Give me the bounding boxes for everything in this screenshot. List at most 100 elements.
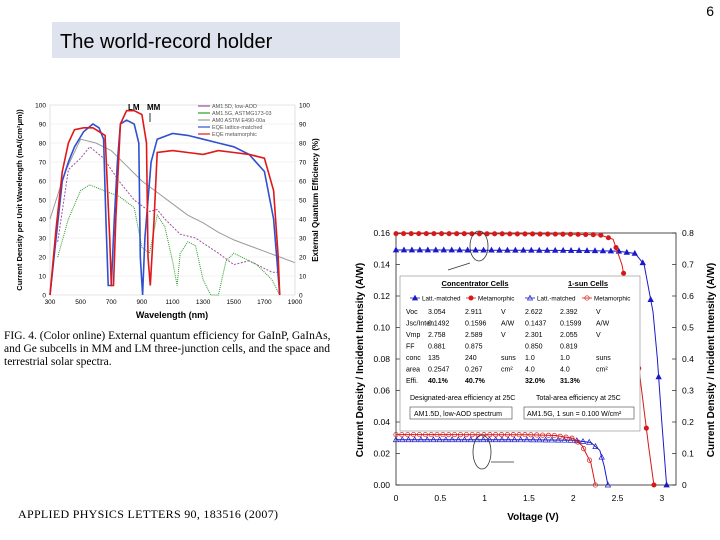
- iv-y-tick-right: 0.6: [682, 291, 694, 301]
- iv-table-cell: 2.911: [465, 309, 482, 316]
- iv-table-cell: 2.301: [525, 332, 543, 339]
- eqe-y-tick-left: 40: [39, 217, 47, 224]
- iv-marker: [432, 246, 439, 253]
- iv-x-tick: 3: [659, 493, 664, 503]
- eqe-y-tick-left: 30: [39, 236, 47, 243]
- eqe-series-4: [49, 109, 281, 296]
- iv-ellipse-lower: [472, 434, 492, 470]
- iv-marker: [448, 436, 456, 443]
- iv-marker: [452, 432, 458, 438]
- iv-marker: [416, 432, 423, 438]
- eqe-annotation-lm: LM: [128, 103, 140, 112]
- iv-table-spec-sun: AM1.5G, 1 sun = 0.100 W/cm²: [527, 411, 622, 418]
- iv-table-cell: area: [406, 367, 420, 374]
- iv-table-cell: cm²: [501, 367, 513, 374]
- eqe-y-tick-right: 0: [299, 293, 303, 300]
- iv-marker: [586, 438, 593, 445]
- iv-marker: [559, 246, 567, 253]
- iv-marker: [551, 432, 557, 439]
- iv-marker: [454, 231, 460, 237]
- iv-x-tick: 0.5: [434, 493, 446, 503]
- iv-marker: [512, 246, 519, 253]
- eqe-y-tick-right: 70: [299, 160, 307, 167]
- iv-table-cell: 0.1596: [465, 321, 487, 328]
- iv-marker: [583, 247, 591, 254]
- iv-table-cell: 2.589: [465, 332, 483, 339]
- iv-marker: [579, 437, 587, 444]
- iv-y-tick-right: 0.3: [682, 386, 694, 396]
- iv-marker: [583, 232, 589, 238]
- eqe-y-tick-left: 90: [39, 122, 47, 129]
- iv-table-cell: Voc: [406, 309, 418, 316]
- iv-marker: [581, 446, 587, 452]
- iv-marker: [631, 249, 638, 256]
- iv-marker: [436, 436, 443, 443]
- iv-marker: [456, 246, 463, 253]
- iv-table-cell: suns: [501, 355, 516, 362]
- eqe-x-tick: 900: [136, 299, 147, 306]
- iv-table-cell: conc: [406, 355, 421, 362]
- iv-y-tick-right: 0.8: [682, 228, 694, 238]
- iv-table-cell: 32.0%: [525, 378, 546, 385]
- eqe-y-tick-left: 0: [42, 293, 46, 300]
- eqe-y-tick-left: 50: [39, 198, 47, 205]
- iv-table-cell: Effi.: [406, 378, 418, 385]
- iv-marker: [411, 432, 417, 438]
- iv-marker: [484, 231, 490, 237]
- iv-marker: [529, 436, 537, 443]
- iv-marker: [563, 434, 569, 440]
- iv-table-cell: 1.0: [525, 355, 535, 362]
- eqe-legend-entry: AM1.5G, ASTMG173-03: [212, 111, 272, 117]
- iv-marker: [446, 231, 452, 237]
- iv-marker: [424, 246, 432, 253]
- iv-marker: [455, 436, 462, 443]
- iv-marker: [492, 436, 499, 443]
- iv-marker: [613, 245, 619, 251]
- iv-y-tick-left: 0.14: [373, 260, 390, 270]
- iv-table-cell: 0.2547: [428, 367, 450, 374]
- iv-marker: [405, 432, 411, 438]
- iv-table-cell: 31.3%: [560, 378, 581, 385]
- iv-y-tick-right: 0: [682, 480, 687, 490]
- iv-marker: [416, 231, 422, 237]
- iv-chart: 0.000.020.040.060.080.100.120.140.1600.1…: [355, 228, 717, 523]
- eqe-x-tick: 1300: [196, 299, 211, 306]
- iv-marker: [480, 246, 487, 253]
- iv-table-cell: 3.054: [428, 309, 446, 316]
- iv-marker: [514, 231, 520, 237]
- eqe-x-tick: 1500: [227, 299, 242, 306]
- iv-y-tick-left: 0.10: [373, 323, 390, 333]
- iv-marker: [545, 432, 552, 438]
- iv-marker: [480, 436, 487, 443]
- iv-table-cell: 0.875: [465, 344, 483, 351]
- iv-marker: [408, 246, 416, 253]
- iv-table-header-conc: Concentrator Cells: [441, 279, 508, 288]
- iv-marker: [461, 231, 467, 237]
- iv-table-legend-label: Metamorphic: [594, 296, 630, 303]
- eqe-x-axis-label: Wavelength (nm): [136, 310, 208, 320]
- iv-table-cell: Jsc/Inten.: [406, 321, 436, 328]
- iv-table-cell: 40.7%: [465, 378, 486, 385]
- iv-marker: [487, 432, 493, 438]
- eqe-series-3: [49, 119, 281, 296]
- iv-table-cell: 2.055: [560, 332, 578, 339]
- iv-marker: [476, 231, 483, 237]
- iv-marker: [498, 436, 506, 443]
- iv-marker: [575, 247, 583, 253]
- iv-y-tick-right: 0.5: [682, 323, 694, 333]
- eqe-series-2: [49, 138, 296, 264]
- iv-marker: [548, 436, 556, 443]
- iv-marker: [434, 432, 440, 438]
- iv-marker: [623, 248, 630, 255]
- iv-marker: [423, 436, 431, 443]
- iv-table-cell: V: [501, 309, 506, 316]
- eqe-y-tick-left: 60: [39, 179, 47, 186]
- iv-marker: [448, 246, 455, 253]
- iv-marker: [423, 231, 429, 237]
- iv-table-cell: 4.0: [560, 367, 570, 374]
- iv-marker: [431, 231, 437, 237]
- iv-marker: [440, 246, 447, 253]
- eqe-x-tick: 1700: [257, 299, 272, 306]
- iv-y-tick-left: 0.04: [373, 417, 390, 427]
